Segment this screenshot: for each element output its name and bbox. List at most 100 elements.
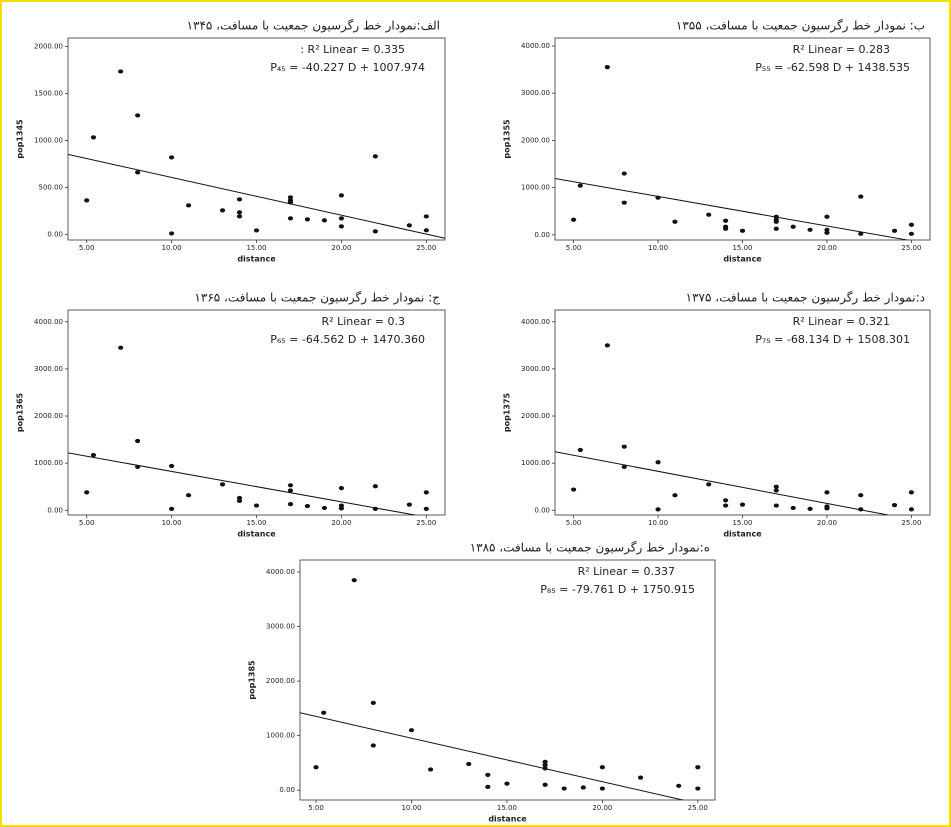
y-tick-label: 2000.00: [521, 412, 550, 420]
data-point: [370, 700, 376, 706]
fit-line: [555, 177, 910, 240]
data-point: [908, 222, 915, 227]
data-point: [706, 212, 712, 217]
data-point: [185, 493, 192, 498]
x-tick-label: 5.00: [566, 244, 582, 252]
data-point: [891, 503, 898, 508]
data-point: [807, 506, 813, 511]
data-point: [824, 230, 830, 235]
x-axis-title: distance: [237, 255, 276, 264]
x-axis-title: distance: [723, 530, 762, 539]
data-point: [118, 69, 124, 74]
data-point: [676, 783, 682, 788]
data-point: [236, 214, 243, 219]
data-point: [599, 765, 605, 770]
x-tick-label: 5.00: [79, 519, 95, 527]
chart-title: ج: نمودار خط رگرسیون جمعیت با مسافت، ۱۳۶…: [194, 291, 440, 306]
y-tick-label: 1000.00: [34, 459, 63, 467]
data-point: [423, 506, 429, 511]
equation-annotation: P₇₅ = -68.134 D + 1508.301: [755, 333, 910, 346]
data-point: [185, 203, 192, 208]
data-point: [427, 767, 434, 772]
data-point: [621, 171, 627, 176]
y-tick-label: 0.00: [534, 506, 550, 514]
data-point: [372, 229, 378, 234]
data-point: [236, 197, 243, 202]
data-point: [739, 228, 746, 233]
data-point: [321, 710, 327, 715]
x-axis-title: distance: [237, 530, 276, 539]
data-point: [423, 214, 429, 219]
data-point: [338, 193, 345, 198]
data-point: [338, 216, 345, 221]
fit-line: [300, 712, 685, 800]
equation-annotation: P₅₅ = -62.598 D + 1438.535: [755, 61, 910, 74]
data-point: [858, 194, 864, 199]
y-tick-label: 1000.00: [521, 184, 550, 192]
data-point: [287, 483, 294, 488]
data-point: [773, 488, 779, 493]
x-tick-label: 20.00: [817, 519, 837, 527]
data-point: [773, 503, 779, 508]
data-point: [287, 502, 294, 507]
data-point: [621, 444, 627, 449]
data-point: [695, 786, 701, 791]
x-tick-label: 25.00: [901, 244, 921, 252]
y-tick-label: 3000.00: [34, 365, 63, 373]
data-point: [807, 227, 813, 232]
fit-line: [68, 452, 418, 515]
y-tick-label: 2000.00: [34, 412, 63, 420]
y-tick-label: 3000.00: [521, 89, 550, 97]
data-point: [773, 226, 779, 231]
data-point: [604, 343, 610, 348]
data-point: [135, 438, 141, 444]
data-point: [908, 490, 915, 495]
x-tick-label: 10.00: [648, 519, 668, 527]
data-point: [370, 743, 376, 748]
data-point: [672, 219, 678, 224]
data-point: [723, 498, 729, 503]
x-axis-title: distance: [488, 815, 527, 824]
data-point: [891, 228, 898, 233]
data-point: [338, 486, 345, 491]
y-tick-label: 1500.00: [34, 89, 63, 97]
r2-annotation: : R² Linear = 0.335: [300, 43, 405, 56]
x-tick-label: 20.00: [331, 519, 351, 527]
plot-frame: [554, 309, 931, 516]
data-point: [253, 228, 260, 233]
x-tick-label: 10.00: [648, 244, 668, 252]
data-point: [577, 183, 583, 188]
data-point: [621, 200, 627, 205]
data-point: [372, 484, 378, 489]
data-point: [485, 784, 491, 790]
data-point: [824, 506, 830, 511]
y-tick-label: 2000.00: [521, 136, 550, 144]
data-point: [773, 219, 779, 224]
y-tick-label: 1000.00: [266, 732, 295, 740]
data-point: [858, 493, 864, 498]
data-point: [824, 490, 830, 495]
data-point: [672, 493, 678, 498]
y-axis-title: pop1365: [16, 392, 25, 432]
data-point: [504, 781, 510, 786]
plot-frame: [67, 309, 446, 516]
y-axis-title: pop1355: [503, 119, 512, 159]
data-point: [135, 113, 141, 118]
data-point: [466, 761, 472, 767]
data-point: [338, 506, 345, 511]
data-point: [695, 765, 701, 770]
data-point: [84, 490, 90, 495]
data-point: [542, 759, 548, 764]
data-point: [580, 785, 586, 790]
x-tick-label: 15.00: [732, 519, 752, 527]
data-point: [135, 170, 141, 175]
chart-panel: د:نمودار خط رگرسیون جمعیت با مسافت، ۱۳۷۵…: [503, 291, 931, 539]
x-tick-label: 25.00: [688, 804, 708, 812]
data-point: [135, 464, 141, 470]
data-point: [542, 766, 548, 771]
data-point: [542, 762, 548, 768]
data-point: [908, 507, 915, 512]
data-point: [219, 208, 226, 213]
y-axis-title: pop1375: [503, 392, 512, 432]
data-point: [304, 503, 311, 509]
